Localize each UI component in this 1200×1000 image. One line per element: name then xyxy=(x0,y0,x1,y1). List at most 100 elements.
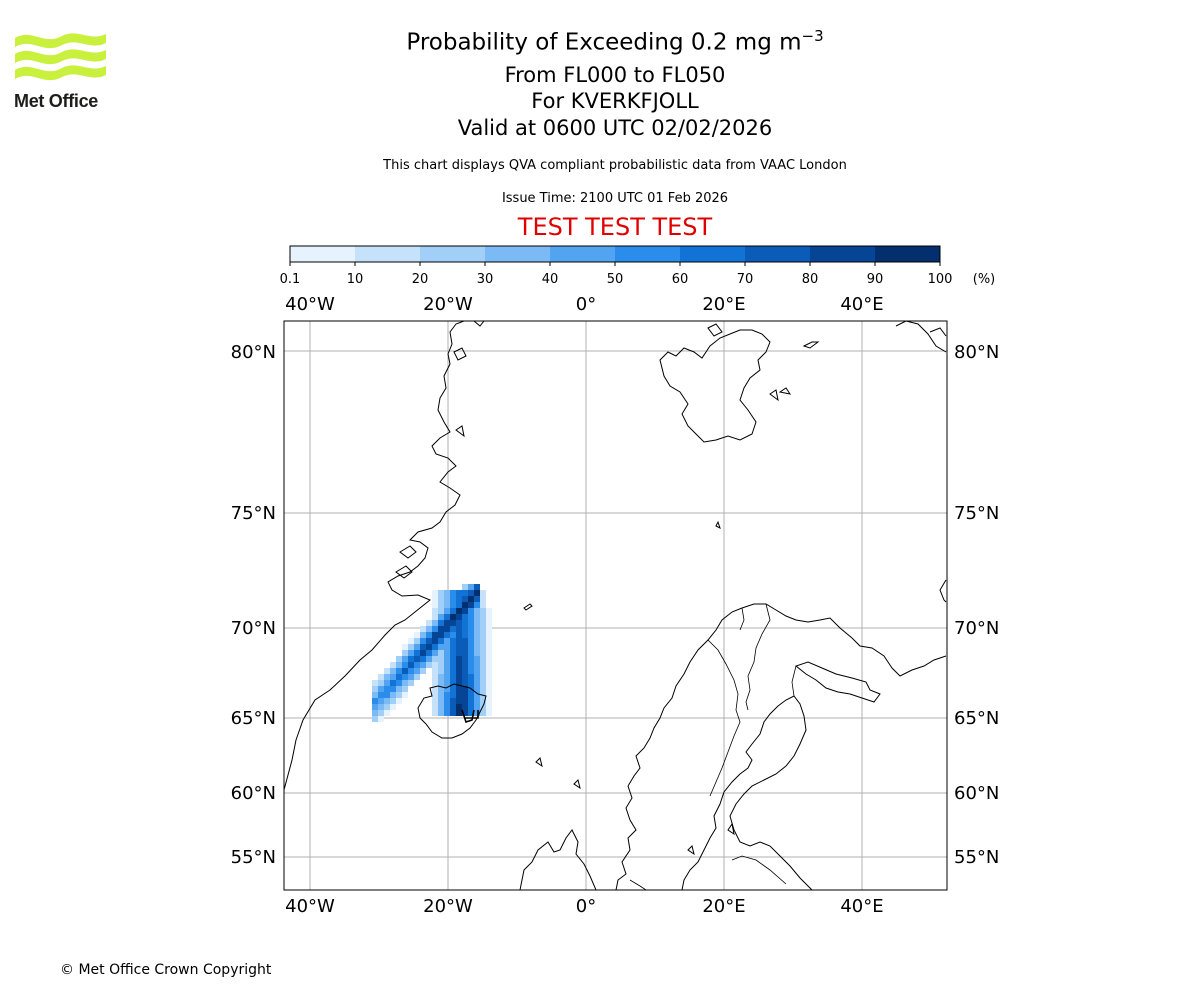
plume-cell xyxy=(480,662,486,668)
plume-cell xyxy=(474,686,480,692)
plume-cell xyxy=(408,668,414,674)
plume-cell xyxy=(402,662,408,668)
plume-cell xyxy=(378,692,384,698)
colorbar-tick-label: 90 xyxy=(867,272,884,287)
colorbar-cell xyxy=(485,246,551,262)
plume-cell xyxy=(432,650,438,656)
plume-cell xyxy=(480,596,486,602)
plume-cell xyxy=(444,680,450,686)
plume-cell xyxy=(432,668,438,674)
plume-cell xyxy=(420,668,426,674)
plume-cell xyxy=(432,602,438,608)
plume-cell xyxy=(426,650,432,656)
colorbar-tick-label: 50 xyxy=(607,272,624,287)
plume-cell xyxy=(468,608,474,614)
plume-cell xyxy=(438,650,444,656)
plume-cell xyxy=(474,584,480,590)
plume-cell xyxy=(414,650,420,656)
plume-cell xyxy=(462,644,468,650)
plume-cell xyxy=(474,596,480,602)
plume-cell xyxy=(426,644,432,650)
plume-cell xyxy=(444,644,450,650)
chart-subtitle: This chart displays QVA compliant probab… xyxy=(383,158,847,173)
plume-cell xyxy=(474,626,480,632)
lat-label-right: 60°N xyxy=(954,783,999,804)
plume-cell xyxy=(468,710,474,716)
colorbar-tick-label: 10 xyxy=(347,272,364,287)
plume-cell xyxy=(432,698,438,704)
plume-cell xyxy=(450,614,456,620)
plume-cell xyxy=(438,662,444,668)
colorbar-cells xyxy=(290,246,941,262)
plume-cell xyxy=(444,614,450,620)
map-background xyxy=(284,321,947,890)
plume-cell xyxy=(444,686,450,692)
plume-cell xyxy=(372,716,378,722)
plume-cell xyxy=(438,596,444,602)
plume-cell xyxy=(468,668,474,674)
plume-cell xyxy=(384,692,390,698)
plume-cell xyxy=(456,626,462,632)
plume-cell xyxy=(438,632,444,638)
flight-level-range: From FL000 to FL050 xyxy=(504,63,726,87)
plume-cell xyxy=(462,704,468,710)
plume-cell xyxy=(462,656,468,662)
plume-cell xyxy=(432,686,438,692)
plume-cell xyxy=(462,614,468,620)
plume-cell xyxy=(462,584,468,590)
plume-cell xyxy=(480,650,486,656)
plume-cell xyxy=(432,662,438,668)
map-panel: 40°W 20°W 0° 20°E 40°E 40°W 20°W 0° 20°E… xyxy=(231,294,1000,917)
iceland-coast xyxy=(417,683,487,739)
colorbar-tick-label: 0.1 xyxy=(280,272,300,287)
plume-cell xyxy=(420,656,426,662)
plume-cell xyxy=(456,644,462,650)
plume-cell xyxy=(438,692,444,698)
plume-cell xyxy=(420,644,426,650)
plume-cell xyxy=(480,626,486,632)
plume-cell xyxy=(378,698,384,704)
plume-cell xyxy=(486,614,492,620)
plume-cell xyxy=(438,608,444,614)
plume-cell xyxy=(402,680,408,686)
plume-cell xyxy=(432,674,438,680)
plume-cell xyxy=(438,638,444,644)
plume-cell xyxy=(450,602,456,608)
volcano-name: For KVERKFJOLL xyxy=(531,89,699,113)
plume-cell xyxy=(462,674,468,680)
plume-cell xyxy=(384,674,390,680)
plume-cell xyxy=(396,662,402,668)
plume-cell xyxy=(432,620,438,626)
plume-cell xyxy=(474,644,480,650)
plume-cell xyxy=(390,692,396,698)
copyright-notice: © Met Office Crown Copyright xyxy=(60,962,272,978)
lat-label-left: 75°N xyxy=(231,503,276,524)
plume-cell xyxy=(414,668,420,674)
plume-cell xyxy=(438,686,444,692)
plume-cell xyxy=(402,650,408,656)
plume-cell xyxy=(486,680,492,686)
plume-cell xyxy=(462,626,468,632)
plume-cell xyxy=(420,662,426,668)
plume-cell xyxy=(396,674,402,680)
plume-cell xyxy=(444,692,450,698)
lat-label-left: 65°N xyxy=(231,708,276,729)
lon-label-bottom: 0° xyxy=(576,896,596,917)
plume-cell xyxy=(456,608,462,614)
colorbar-ticks: 0.1 10 20 30 40 50 60 70 80 90 100 xyxy=(280,262,952,287)
plume-cell xyxy=(372,692,378,698)
plume-cell xyxy=(456,620,462,626)
plume-cell xyxy=(402,668,408,674)
plume-cell xyxy=(396,656,402,662)
plume-cell xyxy=(450,596,456,602)
plume-cell xyxy=(462,698,468,704)
plume-cell xyxy=(390,662,396,668)
met-office-wave-icon xyxy=(15,33,106,81)
plume-cell xyxy=(396,668,402,674)
plume-cell xyxy=(474,710,480,716)
plume-cell xyxy=(474,632,480,638)
plume-cell xyxy=(468,584,474,590)
plume-cell xyxy=(474,608,480,614)
plume-cell xyxy=(420,632,426,638)
plume-cell xyxy=(438,680,444,686)
